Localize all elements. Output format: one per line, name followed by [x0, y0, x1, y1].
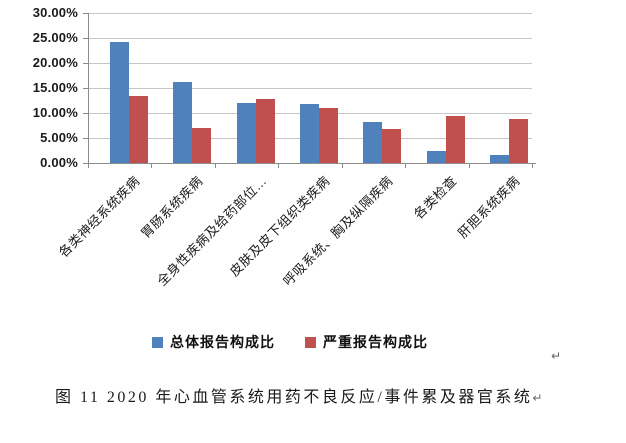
y-axis-tick-label: 15.00% [32, 80, 78, 95]
y-tick-mark [83, 63, 88, 64]
x-axis-category-label: 皮肤及皮下组织类疾病 [226, 173, 333, 280]
bar-serious [509, 118, 529, 163]
y-axis-tick-label: 20.00% [32, 55, 78, 70]
return-mark: ↵ [532, 391, 543, 405]
bar-total [109, 41, 129, 163]
bar-serious [192, 128, 212, 163]
gridline [88, 38, 532, 39]
x-axis-category-label: 肝胆系统疾病 [455, 173, 524, 242]
bar-total [236, 102, 256, 163]
x-axis-category-label: 呼吸系统、胸及纵隔疾病 [280, 173, 397, 289]
bar-total [426, 151, 446, 163]
x-tick-mark [405, 164, 407, 168]
x-tick-mark [214, 164, 216, 168]
y-axis-line [88, 13, 89, 163]
legend-label-serious: 严重报告构成比 [323, 334, 428, 350]
x-tick-mark [468, 164, 470, 168]
x-tick-mark [278, 164, 280, 168]
bar-serious [255, 98, 275, 163]
return-mark: ↵ [551, 349, 562, 363]
gridline [88, 13, 532, 14]
y-axis-tick-label: 10.00% [32, 105, 78, 120]
gridline [88, 63, 532, 64]
bar-serious [382, 128, 402, 163]
y-axis-tick-label: 25.00% [32, 30, 78, 45]
bar-total [363, 122, 383, 163]
chart-legend: 总体报告构成比 严重报告构成比 [0, 332, 580, 352]
figure-caption: 图 11 2020 年心血管系统用药不良反应/事件累及器官系统↵ [55, 383, 542, 407]
x-tick-mark [341, 164, 343, 168]
bar-chart: 30.00% 25.00% 20.00% 15.00% 10.00% 5.00% 0.00%… [0, 5, 580, 352]
bar-total [490, 155, 510, 163]
bar-total [300, 104, 319, 163]
x-tick-mark [532, 164, 533, 168]
legend-swatch-red [305, 336, 316, 348]
bar-total [173, 82, 193, 163]
x-tick-mark [88, 164, 89, 168]
legend-item-serious: 严重报告构成比 [305, 332, 428, 352]
y-tick-mark [83, 138, 88, 139]
y-tick-mark [83, 38, 88, 39]
y-tick-mark [83, 88, 88, 89]
legend-label-total: 总体报告构成比 [170, 334, 275, 350]
legend-item-total: 总体报告构成比 [152, 332, 275, 352]
bar-serious [445, 115, 465, 163]
y-axis-tick-label: 30.00% [32, 5, 78, 20]
legend-swatch-blue [152, 336, 163, 348]
y-axis-tick-label: 5.00% [40, 130, 78, 145]
y-axis-tick-label: 0.00% [40, 155, 78, 170]
y-tick-mark [83, 113, 88, 114]
x-axis-line [84, 163, 536, 164]
y-tick-mark [83, 13, 88, 14]
y-tick-mark [83, 163, 88, 164]
bar-serious [319, 107, 338, 163]
figure-caption-text: 图 11 2020 年心血管系统用药不良反应/事件累及器官系统 [55, 389, 533, 406]
gridline [88, 88, 532, 89]
bar-serious [128, 96, 148, 163]
x-tick-mark [151, 164, 153, 168]
plot-area [88, 13, 532, 163]
